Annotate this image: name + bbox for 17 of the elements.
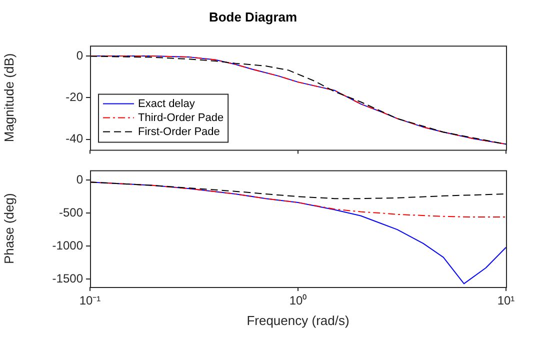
x-tick-label: 10⁻¹ [79,294,101,308]
y-axis-title: Magnitude (dB) [1,53,16,142]
x-axis-title: Frequency (rad/s) [246,312,350,328]
y-tick-label: -40 [66,132,84,146]
chart-title: Bode Diagram [208,9,298,24]
y-tick-label: -1000 [52,238,84,252]
legend-label: Exact delay [138,98,196,110]
y-axis-title: Phase (deg) [1,193,16,264]
y-tick-label: 0 [76,172,84,186]
x-tick-label: 10⁰ [289,294,307,308]
x-tick-label: 10¹ [497,294,515,308]
y-tick-label: 0 [76,48,84,62]
y-tick-label: -1500 [52,271,84,286]
y-tick-label: -500 [58,205,84,220]
y-tick-label: -20 [66,90,84,104]
legend-label: Third-Order Pade [138,112,224,124]
legend-label: First-Order Pade [138,126,220,138]
